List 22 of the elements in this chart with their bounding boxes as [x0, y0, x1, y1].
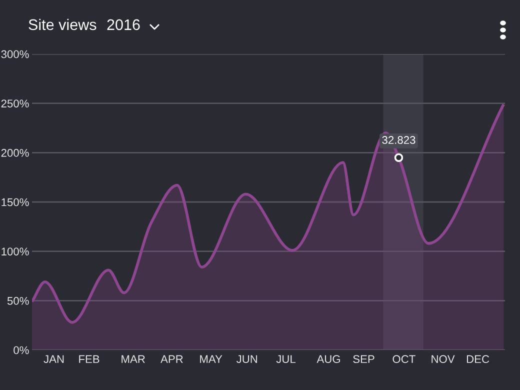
x-tick-label: AUG	[316, 355, 340, 364]
x-tick-label: MAR	[122, 355, 145, 363]
y-tick-label: 0%	[14, 346, 29, 354]
x-tick-label: OCT	[392, 355, 416, 364]
annotation: 32.823	[382, 136, 416, 144]
x-tick-label: MAY	[200, 355, 222, 363]
y-tick-label: 300%	[1, 50, 29, 58]
chart-subtitle: 2016	[107, 19, 140, 30]
x-tick-label: DEC	[466, 355, 490, 364]
x-tick-label: APR	[160, 355, 183, 363]
y-tick-label: 50%	[7, 296, 29, 305]
chart-title: Site views	[28, 18, 96, 30]
x-tick-label: FEB	[79, 355, 100, 363]
x-tick-label: JUL	[276, 355, 296, 364]
x-tick-label: SEP	[353, 355, 374, 364]
y-tick-label: 150%	[2, 198, 29, 206]
x-tick-label: JUN	[236, 355, 258, 364]
x-tick-label: NOV	[432, 355, 455, 364]
x-tick-label: JAN	[44, 355, 64, 364]
y-tick-label: 200%	[1, 148, 29, 157]
y-tick-label: 100%	[2, 248, 29, 256]
y-tick-label: 250%	[1, 100, 29, 108]
